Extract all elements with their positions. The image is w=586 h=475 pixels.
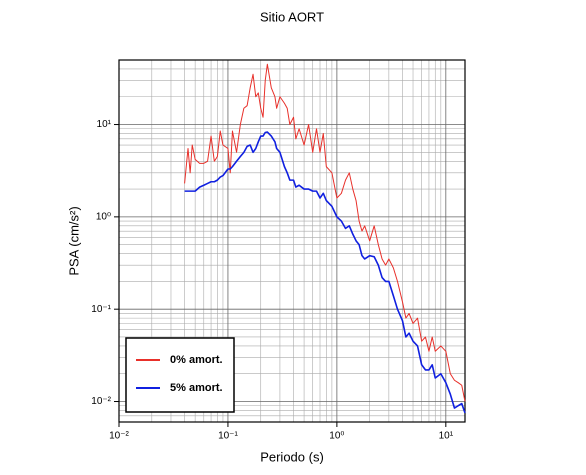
y-tick-label: 10⁻²	[91, 396, 111, 407]
legend-label: 5% amort.	[170, 382, 223, 394]
x-tick-label: 10¹	[439, 431, 454, 442]
legend-box	[125, 337, 235, 413]
y-tick-label: 10⁻¹	[91, 304, 111, 315]
x-tick-label: 10⁻¹	[218, 431, 238, 442]
x-tick-label: 10⁰	[329, 431, 344, 442]
data-line	[184, 63, 466, 402]
data-line	[184, 131, 466, 414]
x-tick-label: 10⁻²	[109, 431, 129, 442]
y-axis-label: PSA (cm/s²)	[66, 206, 81, 275]
plot-frame	[118, 59, 466, 423]
x-axis-label: Periodo (s)	[260, 449, 324, 464]
y-tick-label: 10⁰	[96, 212, 111, 223]
chart-title: Sitio AORT	[260, 9, 324, 24]
legend-label: 0% amort.	[170, 354, 223, 366]
y-tick-label: 10¹	[97, 119, 112, 130]
